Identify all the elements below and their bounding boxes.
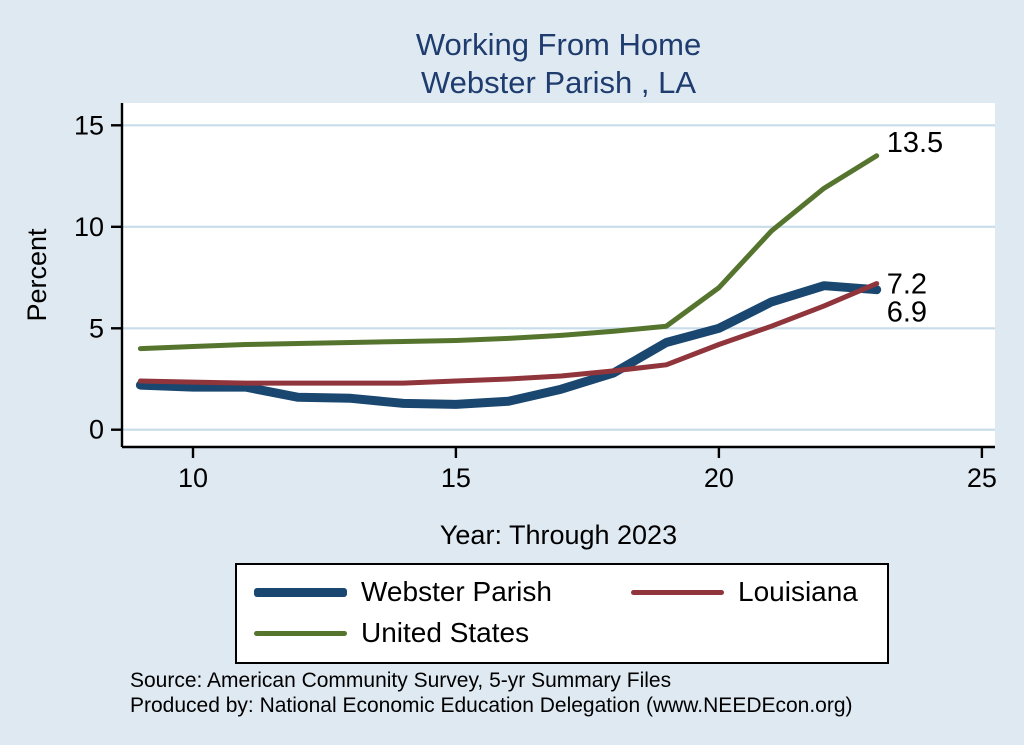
- y-tick-label: 10: [74, 212, 104, 242]
- plot-area: [122, 103, 995, 447]
- end-label-united-states: 13.5: [887, 127, 943, 159]
- legend-swatch-louisiana: [631, 589, 724, 595]
- chart-title: Working From Home Webster Parish , LA: [122, 26, 995, 102]
- produced-by-line: Produced by: National Economic Education…: [130, 694, 853, 717]
- legend-label-united-states: United States: [361, 617, 530, 648]
- series-line-webster-parish: [135, 281, 882, 409]
- legend-item-webster-parish: Webster Parish: [237, 576, 614, 608]
- end-label-webster-parish: 6.9: [887, 297, 927, 329]
- legend-empty-cell: [614, 617, 887, 649]
- y-axis-title: Percent: [22, 228, 52, 322]
- x-tick-label: 20: [704, 463, 734, 493]
- x-axis-title: Year: Through 2023: [440, 520, 677, 550]
- source-footer: Source: American Community Survey, 5-yr …: [130, 668, 853, 718]
- end-label-louisiana: 7.2: [887, 269, 927, 301]
- chart-title-line2: Webster Parish , LA: [420, 65, 697, 100]
- legend-item-louisiana: Louisiana: [614, 576, 887, 608]
- y-tick-label: 15: [74, 110, 104, 140]
- x-tick-label: 15: [441, 463, 471, 493]
- source-line: Source: American Community Survey, 5-yr …: [130, 669, 672, 692]
- legend-label-louisiana: Louisiana: [738, 576, 858, 607]
- x-tick-label: 10: [178, 463, 208, 493]
- legend-label-webster-parish: Webster Parish: [361, 576, 552, 607]
- legend-swatch-webster-parish: [254, 587, 347, 597]
- y-tick-label: 0: [89, 415, 104, 445]
- series-line-louisiana: [137, 281, 880, 386]
- legend-swatch-united-states: [254, 630, 347, 636]
- legend: Webster Parish Louisiana United States: [235, 563, 889, 664]
- y-tick-label: 5: [89, 313, 104, 343]
- series-line-united-states: [137, 153, 880, 352]
- chart-title-line1: Working From Home: [415, 27, 702, 62]
- legend-item-united-states: United States: [237, 617, 614, 649]
- x-tick-label: 25: [967, 463, 997, 493]
